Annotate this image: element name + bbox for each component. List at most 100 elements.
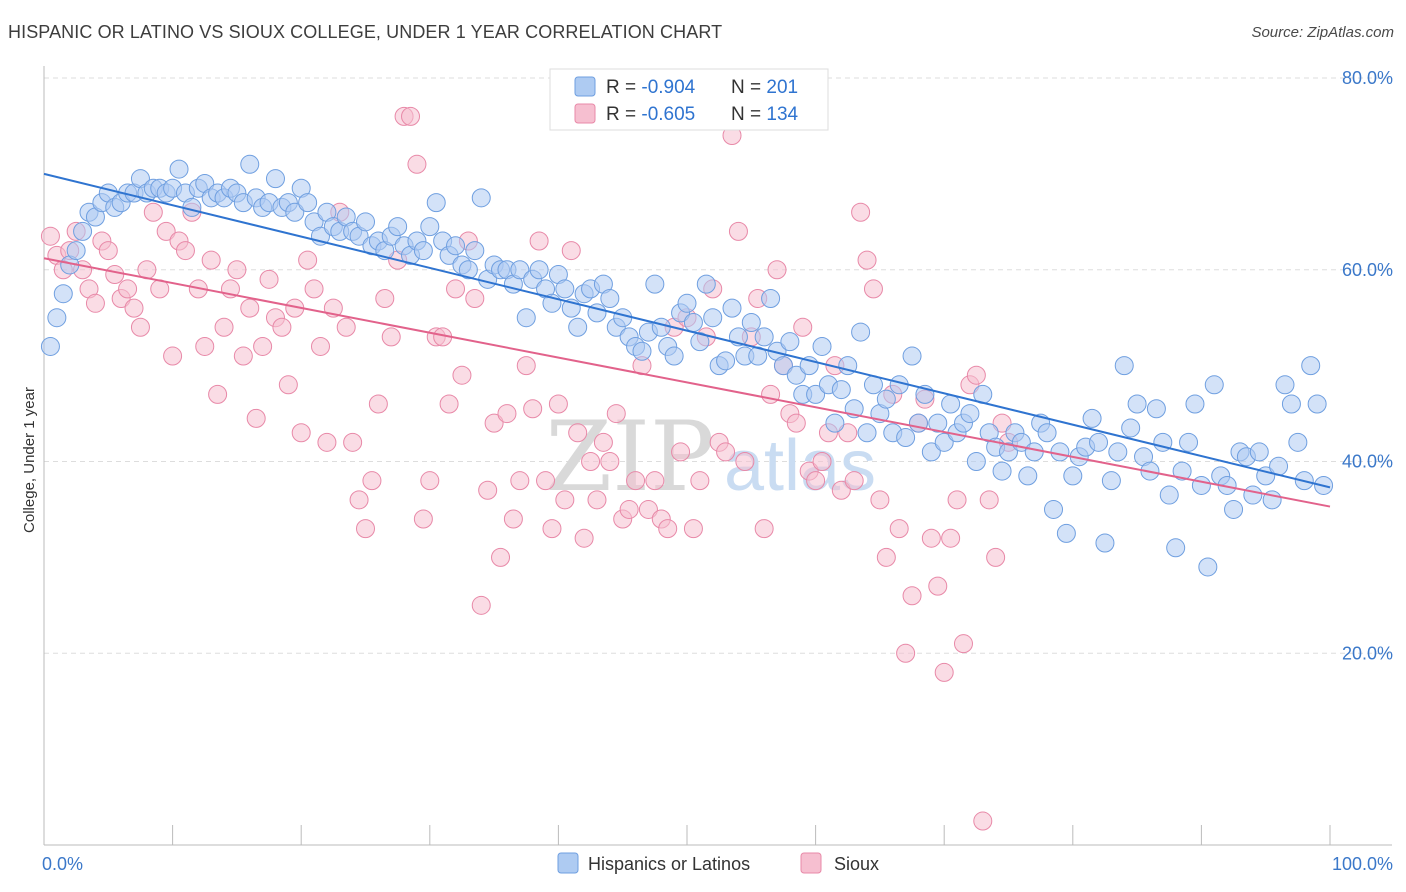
hispanics-point [1301,356,1321,376]
sioux-point [304,279,324,299]
sioux-point [934,662,954,682]
legend-swatch-sioux [800,852,822,874]
hispanics-point [683,312,703,332]
hispanics-point [857,423,877,443]
stats-r-value-blue: -0.904 [641,77,695,98]
y-tick-label: 80.0% [1342,68,1393,88]
hispanics-point [831,380,851,400]
sioux-point [851,202,871,222]
sioux-point [587,490,607,510]
hispanics-point [876,389,896,409]
sioux-point [118,279,138,299]
sioux-point [240,298,260,318]
sioux-point [536,471,556,491]
hispanics-point [1281,394,1301,414]
sioux-point [619,499,639,519]
hispanics-point [1063,466,1083,486]
stats-legend-swatch-pink [574,103,596,124]
hispanics-point [516,308,536,328]
sioux-point [246,408,266,428]
stats-n-value-blue: 201 [766,77,798,98]
stats-r-value-pink: -0.605 [641,104,695,125]
sioux-point [857,250,877,270]
hispanics-point [716,351,736,371]
hispanics-point [1191,475,1211,495]
sioux-point [272,317,292,337]
hispanics-point [1166,538,1186,558]
hispanics-point [458,260,478,280]
hispanics-point [555,279,575,299]
sioux-point [195,336,215,356]
sioux-point [156,221,176,241]
hispanics-point [651,317,671,337]
sioux-point [516,356,536,376]
stats-n-row-pink: N = 134 [731,104,799,125]
hispanics-point [169,159,189,179]
sioux-point [368,394,388,414]
hispanics-point [1101,471,1121,491]
hispanics-point [510,260,530,280]
sioux-point [786,413,806,433]
sioux-point [201,250,221,270]
sioux-point [291,423,311,443]
hispanics-point [568,317,588,337]
stats-n-label-pink: N = [731,104,766,125]
sioux-point [143,202,163,222]
sioux-point [407,154,427,174]
sioux-point [336,317,356,337]
sioux-point [806,471,826,491]
sioux-point [896,643,916,663]
sioux-point [638,499,658,519]
x-tick-label: 100.0% [1332,854,1393,874]
sioux-point [259,269,279,289]
sioux-point [362,471,382,491]
hispanics-point [696,274,716,294]
sioux-point [889,519,909,539]
hispanics-point [677,293,697,313]
stats-legend-row-blue: R = -0.904 [606,77,696,98]
hispanics-point [298,193,318,213]
stats-r-label-pink: R = [606,104,641,125]
sioux-point [921,528,941,548]
sioux-point [130,317,150,337]
hispanics-point [1018,466,1038,486]
sioux-point [420,471,440,491]
hispanics-point [941,394,961,414]
sioux-point [105,265,125,285]
hispanics-point [1050,442,1070,462]
sioux-point [484,413,504,433]
sioux-point [754,519,774,539]
sioux-point [683,519,703,539]
hispanics-point [1024,442,1044,462]
legend-label-sioux: Sioux [834,854,879,874]
hispanics-point [960,404,980,424]
sioux-point [876,547,896,567]
sioux-point [98,241,118,261]
hispanics-point [690,332,710,352]
hispanics-point [896,428,916,448]
hispanics-point [446,236,466,256]
sioux-point [793,317,813,337]
sioux-point [208,384,228,404]
hispanics-point [812,336,832,356]
hispanics-point [1037,423,1057,443]
sioux-point [478,480,498,500]
sioux-point [452,365,472,385]
hispanics-point [285,202,305,222]
sioux-point [310,336,330,356]
sioux-point [973,811,993,831]
hispanics-point [1044,499,1064,519]
sioux-point [979,490,999,510]
hispanics-point [722,298,742,318]
sioux-point [947,490,967,510]
y-tick-label: 20.0% [1342,643,1393,663]
sioux-point [645,471,665,491]
stats-legend-swatch-blue [574,76,596,97]
sioux-point [561,241,581,261]
chart-title: HISPANIC OR LATINO VS SIOUX COLLEGE, UND… [8,22,723,42]
sioux-point [767,260,787,280]
sioux-point [716,442,736,462]
hispanics-point [992,461,1012,481]
hispanics-point [921,442,941,462]
